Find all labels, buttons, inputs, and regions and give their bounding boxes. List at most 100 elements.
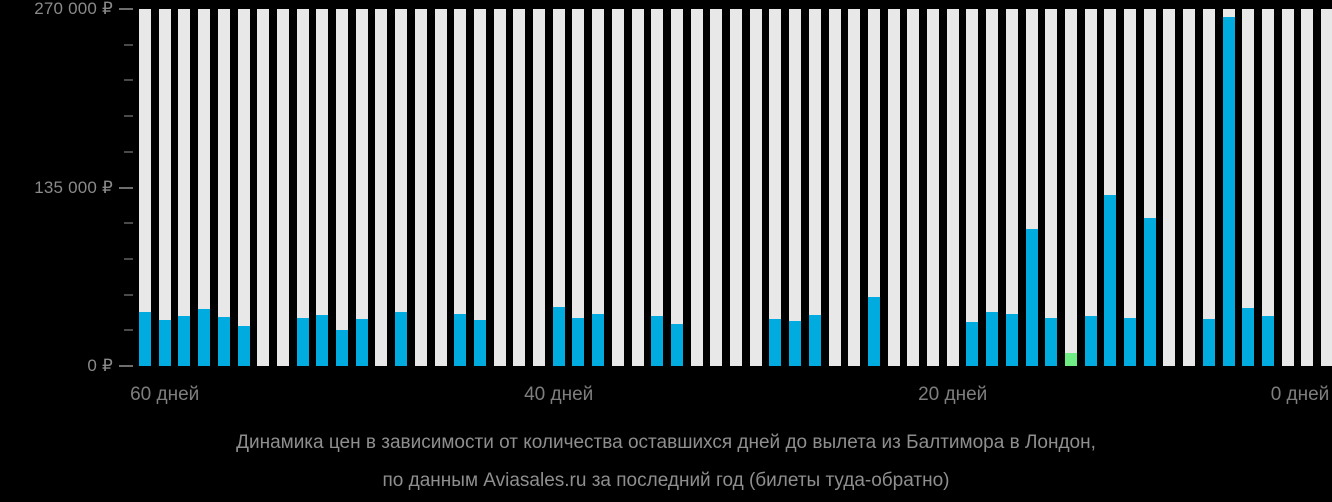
bar-column[interactable] <box>1104 9 1117 366</box>
bar-track <box>237 9 250 366</box>
bar-track <box>828 9 841 366</box>
bar-column[interactable] <box>1124 9 1136 366</box>
bar-column[interactable] <box>1242 9 1255 366</box>
bar-track <box>217 9 230 366</box>
bar-track <box>749 9 762 366</box>
bar-column[interactable] <box>986 9 999 366</box>
bar-column[interactable] <box>217 9 230 366</box>
bar-column[interactable] <box>670 9 683 366</box>
bar-track <box>907 9 920 366</box>
bar-track <box>927 9 939 366</box>
bar-column[interactable] <box>1281 9 1294 366</box>
bar-column[interactable] <box>336 9 348 366</box>
bar-column[interactable] <box>178 9 191 366</box>
bar-column[interactable] <box>710 9 723 366</box>
bar-value <box>198 309 211 366</box>
bar-column[interactable] <box>651 9 664 366</box>
bar-cheapest <box>1064 352 1077 366</box>
bar-column[interactable] <box>1005 9 1018 366</box>
bar-column[interactable] <box>690 9 703 366</box>
bar-column[interactable] <box>946 9 959 366</box>
bar-column[interactable] <box>1301 9 1314 366</box>
bar-value <box>1005 313 1018 366</box>
bar-column[interactable] <box>158 9 171 366</box>
bar-column[interactable] <box>1084 9 1097 366</box>
bar-track <box>1202 9 1215 366</box>
bar-track <box>966 9 979 366</box>
bar-track <box>867 9 880 366</box>
bar-track <box>670 9 683 366</box>
bar-column[interactable] <box>789 9 802 366</box>
bar-column[interactable] <box>1222 9 1235 366</box>
y-tick-minor <box>124 293 133 296</box>
bar-column[interactable] <box>493 9 506 366</box>
bar-column[interactable] <box>749 9 762 366</box>
bar-column[interactable] <box>1064 9 1077 366</box>
bar-track <box>257 9 270 366</box>
bar-column[interactable] <box>434 9 447 366</box>
bar-track <box>473 9 486 366</box>
bar-column[interactable] <box>552 9 565 366</box>
bar-column[interactable] <box>1163 9 1176 366</box>
bar-column[interactable] <box>611 9 624 366</box>
bar-track <box>1163 9 1176 366</box>
bar-track <box>651 9 664 366</box>
bar-value <box>158 320 171 366</box>
y-axis-label: 0 ₽ <box>87 356 113 375</box>
bar-column[interactable] <box>1183 9 1196 366</box>
bar-column[interactable] <box>1202 9 1215 366</box>
bar-column[interactable] <box>139 9 151 366</box>
bar-track <box>946 9 959 366</box>
bar-column[interactable] <box>1143 9 1156 366</box>
bar-column[interactable] <box>572 9 585 366</box>
bar-column[interactable] <box>927 9 939 366</box>
bar-column[interactable] <box>867 9 880 366</box>
bar-track <box>572 9 585 366</box>
y-tick-major <box>119 365 133 367</box>
bar-column[interactable] <box>966 9 979 366</box>
bar-column[interactable] <box>631 9 644 366</box>
bar-value <box>670 324 683 366</box>
bar-column[interactable] <box>1025 9 1038 366</box>
bar-column[interactable] <box>257 9 270 366</box>
bar-column[interactable] <box>473 9 486 366</box>
bar-column[interactable] <box>769 9 782 366</box>
bar-track <box>789 9 802 366</box>
bar-value <box>1202 319 1215 366</box>
bar-column[interactable] <box>808 9 821 366</box>
bar-value <box>355 319 368 366</box>
bar-column[interactable] <box>237 9 250 366</box>
bar-column[interactable] <box>592 9 605 366</box>
bar-column[interactable] <box>907 9 920 366</box>
bar-value <box>552 306 565 366</box>
bar-column[interactable] <box>316 9 329 366</box>
bar-column[interactable] <box>1045 9 1058 366</box>
bar-column[interactable] <box>513 9 526 366</box>
bar-column[interactable] <box>355 9 368 366</box>
bar-value <box>867 297 880 366</box>
bar-column[interactable] <box>454 9 467 366</box>
bar-value <box>1045 317 1058 366</box>
chart-caption: Динамика цен в зависимости от количества… <box>0 424 1332 500</box>
bar-column[interactable] <box>1261 9 1274 366</box>
bar-column[interactable] <box>276 9 289 366</box>
bar-column[interactable] <box>198 9 211 366</box>
y-tick-major <box>119 8 133 10</box>
bar-track <box>611 9 624 366</box>
bar-column[interactable] <box>1321 9 1332 366</box>
bar-value <box>454 314 467 366</box>
bar-column[interactable] <box>414 9 427 366</box>
bar-column[interactable] <box>296 9 309 366</box>
bar-column[interactable] <box>395 9 408 366</box>
bar-track <box>454 9 467 366</box>
bar-column[interactable] <box>848 9 861 366</box>
bar-column[interactable] <box>828 9 841 366</box>
bar-column[interactable] <box>533 9 545 366</box>
bar-column[interactable] <box>375 9 388 366</box>
bar-track <box>730 9 742 366</box>
bar-column[interactable] <box>887 9 900 366</box>
bar-column[interactable] <box>730 9 742 366</box>
y-tick-minor <box>124 150 133 153</box>
bar-value <box>789 321 802 366</box>
